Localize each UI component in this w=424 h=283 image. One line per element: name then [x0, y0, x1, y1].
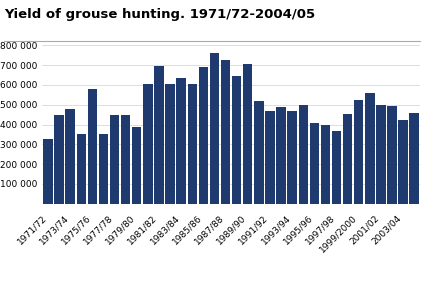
- Bar: [110, 115, 119, 204]
- Bar: [198, 67, 208, 204]
- Bar: [65, 109, 75, 204]
- Bar: [276, 107, 286, 204]
- Bar: [88, 89, 97, 204]
- Bar: [121, 115, 130, 204]
- Bar: [399, 119, 408, 204]
- Text: Yield of grouse hunting. 1971/72-2004/05: Yield of grouse hunting. 1971/72-2004/05: [4, 8, 315, 22]
- Bar: [132, 127, 142, 204]
- Bar: [210, 53, 219, 204]
- Bar: [54, 115, 64, 204]
- Bar: [143, 84, 153, 204]
- Bar: [265, 111, 275, 204]
- Bar: [154, 66, 164, 204]
- Bar: [232, 76, 241, 204]
- Bar: [354, 100, 363, 204]
- Bar: [387, 106, 397, 204]
- Bar: [310, 123, 319, 204]
- Bar: [221, 59, 230, 204]
- Bar: [254, 101, 264, 204]
- Bar: [332, 131, 341, 204]
- Bar: [321, 125, 330, 204]
- Bar: [176, 78, 186, 204]
- Bar: [376, 105, 386, 204]
- Bar: [343, 114, 352, 204]
- Bar: [187, 83, 197, 204]
- Bar: [287, 111, 297, 204]
- Bar: [99, 134, 108, 204]
- Bar: [43, 139, 53, 204]
- Bar: [365, 93, 374, 204]
- Bar: [298, 105, 308, 204]
- Bar: [410, 113, 419, 204]
- Bar: [165, 84, 175, 204]
- Bar: [76, 134, 86, 204]
- Bar: [243, 64, 252, 204]
